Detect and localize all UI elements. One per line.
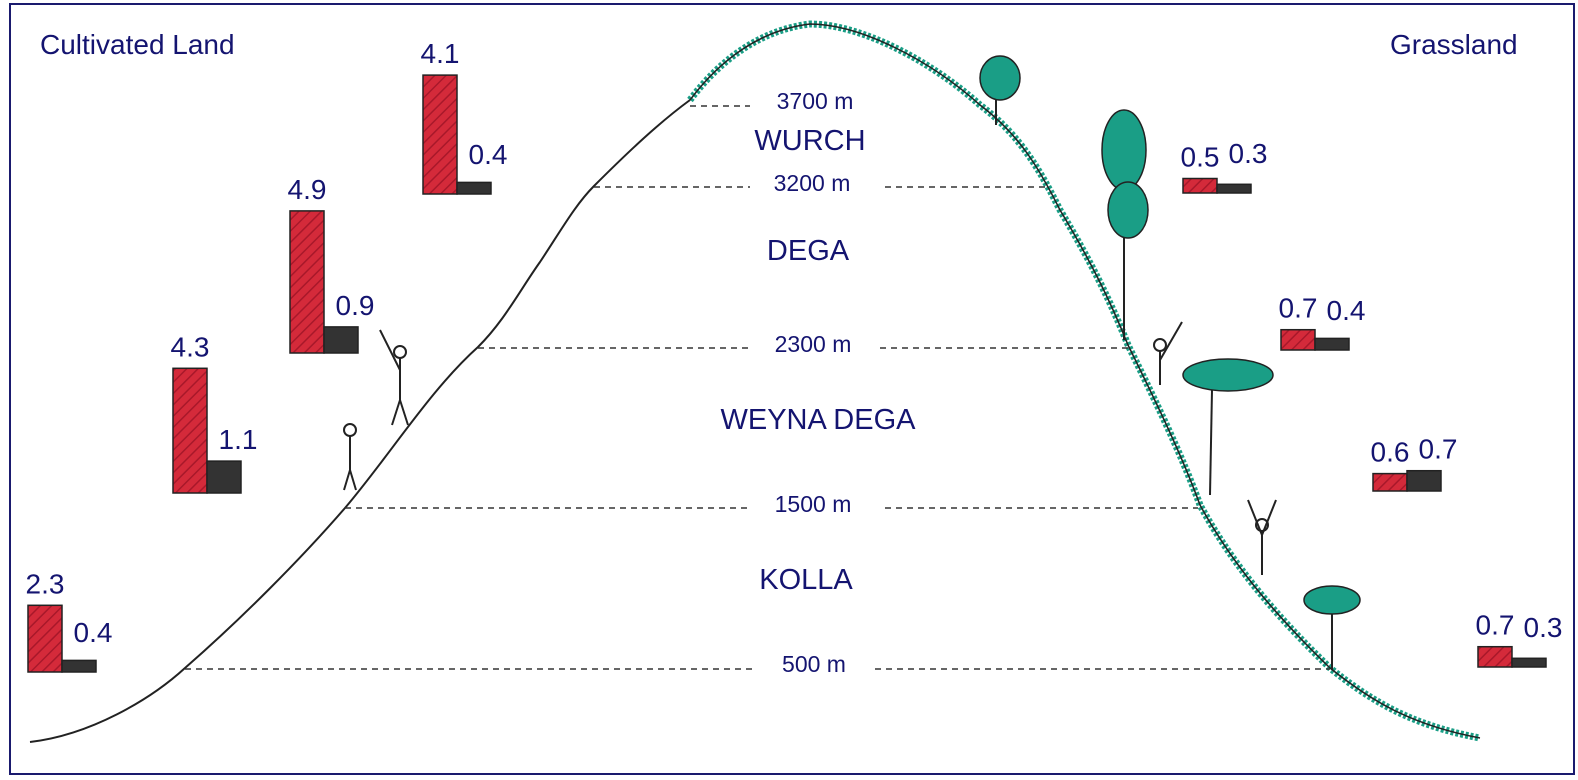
- cultivated-bar: [172, 367, 208, 494]
- altitude-label-2300: 2300 m: [775, 331, 852, 357]
- cultivated-bar: [1372, 472, 1408, 492]
- cultivated-value-label: 0.7: [1279, 293, 1318, 324]
- altitude-label-3200: 3200 m: [774, 170, 851, 196]
- grassland-bar: [1406, 469, 1442, 492]
- grassland-bar: [1511, 657, 1547, 668]
- cultivated-bar: [1477, 645, 1513, 668]
- cultivated-bar: [27, 604, 63, 673]
- cultivated-value-label: 0.5: [1181, 142, 1220, 173]
- grassland-value-label: 0.9: [336, 290, 375, 321]
- grassland-value-label: 0.3: [1229, 138, 1268, 169]
- cultivated-bar: [422, 74, 458, 195]
- grassland-value-label: 0.4: [469, 139, 508, 170]
- altitude-label-500: 500 m: [782, 651, 846, 677]
- grassland-value-label: 0.4: [1327, 295, 1366, 326]
- cultivated-value-label: 4.1: [421, 38, 460, 69]
- zone-label-kolla: KOLLA: [759, 564, 853, 596]
- grassland-value-label: 0.3: [1524, 612, 1563, 643]
- cultivated-bar: [1182, 177, 1218, 194]
- mountain-left-slope: [29, 99, 691, 743]
- people-icons: [343, 321, 1277, 575]
- grassland-bar: [323, 326, 359, 354]
- bars-layer: 4.1 0.4 4.9 0.9 4.3 1.1 2.3 0.4 0.5 0.3 0.7 0.4 0.6 0…: [26, 38, 1563, 673]
- tree-icon: [1101, 109, 1149, 340]
- grassland-bar: [206, 460, 242, 494]
- person-icon: [1153, 321, 1183, 385]
- grassland-bar: [1314, 337, 1350, 351]
- person-icon: [1247, 499, 1277, 575]
- zone-label-wurch: WURCH: [754, 125, 865, 157]
- person-icon: [343, 423, 357, 491]
- grassland-value-label: 0.4: [74, 617, 113, 648]
- mountain-right-slope: [689, 23, 1481, 739]
- grassland-label: Grassland: [1390, 29, 1518, 60]
- cultivated-value-label: 4.3: [171, 331, 210, 362]
- cultivated-bar: [1280, 328, 1316, 351]
- grassland-bar: [456, 181, 492, 195]
- tree-icon: [979, 55, 1021, 125]
- cultivated-land-label: Cultivated Land: [40, 29, 235, 60]
- grassland-value-label: 0.7: [1419, 434, 1458, 465]
- cultivated-value-label: 4.9: [288, 174, 327, 205]
- cultivated-bar: [289, 210, 325, 354]
- tree-icon: [1303, 585, 1361, 670]
- grassland-bar: [61, 659, 97, 673]
- zone-label-weyna-dega: WEYNA DEGA: [721, 404, 917, 436]
- zone-label-dega: DEGA: [767, 235, 850, 267]
- grassland-value-label: 1.1: [219, 424, 258, 455]
- cultivated-value-label: 0.7: [1476, 610, 1515, 641]
- person-icon: [379, 329, 409, 426]
- altitude-label-1500: 1500 m: [775, 491, 852, 517]
- altitude-lines: [185, 105, 1330, 670]
- tree-icons: [979, 55, 1361, 670]
- altitude-label-3700: 3700 m: [777, 88, 854, 114]
- cultivated-value-label: 0.6: [1371, 437, 1410, 468]
- diagram-frame: [9, 3, 1575, 775]
- grassland-bar: [1216, 183, 1252, 194]
- cultivated-value-label: 2.3: [26, 568, 65, 599]
- tree-icon: [1182, 358, 1274, 496]
